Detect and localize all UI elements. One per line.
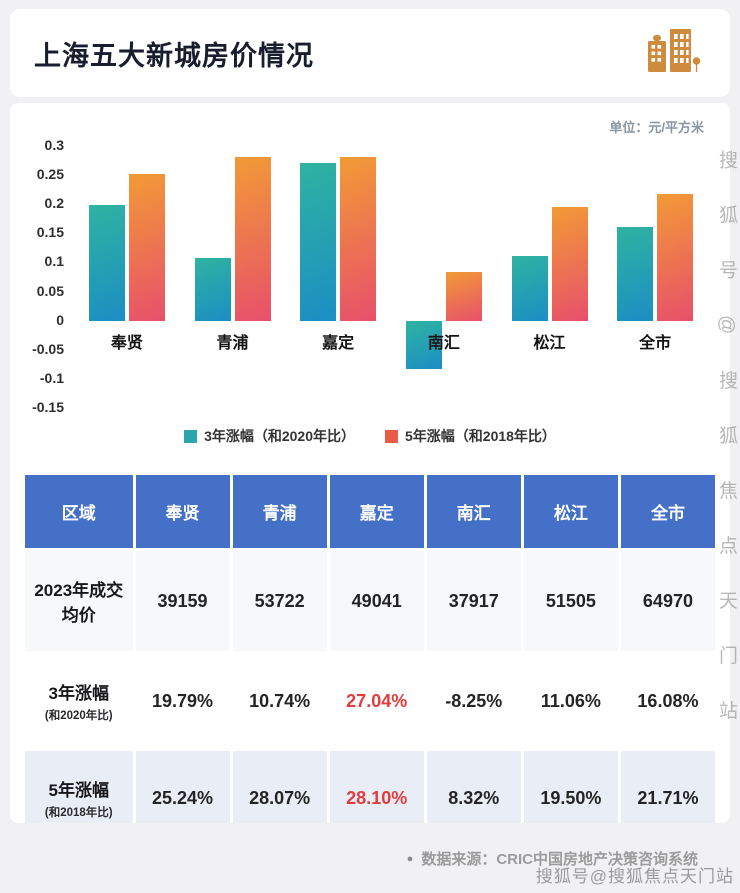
table-cell: 19.50%	[523, 751, 618, 823]
table-header-cell: 区域	[25, 475, 133, 548]
table-cell: -8.25%	[426, 654, 521, 748]
row-label: 3年涨幅 (和2020年比)	[25, 654, 133, 748]
title-card: 上海五大新城房价情况	[10, 9, 730, 97]
table-header-cell: 全市	[620, 475, 715, 548]
chart-bar	[340, 157, 377, 321]
legend-label: 3年涨幅（和2020年比）	[204, 428, 355, 444]
category-label: 奉贤	[110, 334, 143, 352]
table-cell: 28.07%	[232, 751, 327, 823]
y-axis-tick: 0.25	[36, 166, 64, 183]
chart-bar	[551, 207, 588, 321]
unit-label: 单位：元/平方米	[609, 120, 704, 135]
table-row: 3年涨幅 (和2020年比) 19.79% 10.74% 27.04% -8.25% 11.…	[25, 654, 715, 748]
chart-bar	[445, 272, 482, 321]
row-label: 5年涨幅 (和2018年比)	[25, 751, 133, 823]
data-source-footer: ● 数据来源：CRIC中国房地产决策咨询系统	[407, 848, 698, 869]
table-header-cell: 南汇	[426, 475, 521, 548]
table-cell: 16.08%	[620, 654, 715, 748]
table-row: 2023年成交均价 39159 53722 49041 37917 51505 64970	[25, 551, 715, 651]
table-cell: 21.71%	[620, 751, 715, 823]
y-axis-tick: -0.15	[32, 399, 64, 415]
category-label: 嘉定	[322, 334, 355, 352]
price-table: 区域 奉贤 青浦 嘉定 南汇 松江 全市 2023年成交均价 39159 53722 49041 3…	[22, 472, 718, 823]
page-title: 上海五大新城房价情况	[34, 40, 314, 71]
y-axis-tick: 0	[56, 311, 64, 328]
y-axis-tick: 0.2	[44, 195, 64, 212]
y-axis-tick: 0.05	[36, 282, 64, 299]
table-cell: 10.74%	[232, 654, 327, 748]
table-cell: 51505	[523, 551, 618, 651]
chart-bar	[405, 320, 442, 369]
chart-bar	[88, 205, 125, 321]
table-cell: 27.04%	[329, 654, 424, 748]
y-axis-tick: 0.1	[44, 253, 64, 270]
table-cell: 37917	[426, 551, 521, 651]
legend-swatch	[385, 429, 398, 443]
table-cell: 64970	[620, 551, 715, 651]
table-cell: 25.24%	[135, 751, 230, 823]
chart-bar	[300, 163, 337, 321]
y-axis-tick: 0.15	[36, 224, 64, 241]
legend-item: 5年涨幅（和2018年比）	[385, 426, 556, 446]
row-sublabel: (和2020年比)	[44, 710, 113, 722]
table-header-cell: 嘉定	[329, 475, 424, 548]
chart-bar	[234, 157, 271, 321]
y-axis-tick: -0.1	[39, 369, 64, 386]
table-header-cell: 奉贤	[135, 475, 230, 548]
table-cell: 39159	[135, 551, 230, 651]
category-label: 南汇	[427, 334, 460, 352]
y-axis-tick: 0.3	[44, 137, 64, 153]
table-cell: 19.79%	[135, 654, 230, 748]
table-header-row: 区域 奉贤 青浦 嘉定 南汇 松江 全市	[25, 475, 715, 548]
legend-item: 3年涨幅（和2020年比）	[184, 426, 355, 446]
table-row: 5年涨幅 (和2018年比) 25.24% 28.07% 28.10% 8.32% 19.5…	[25, 751, 715, 823]
table-cell: 53722	[232, 551, 327, 651]
chart-bar	[657, 194, 694, 321]
content-card: 单位：元/平方米 0.3 0.25 0.2 0.15 0.1 0.05 0 -0.05 -0.1…	[10, 103, 730, 823]
legend-label: 5年涨幅（和2018年比）	[405, 428, 556, 444]
chart-bar	[128, 173, 165, 321]
buildings-icon	[644, 25, 702, 82]
table-cell: 28.10%	[329, 751, 424, 823]
bar-chart: 0.3 0.25 0.2 0.15 0.1 0.05 0 -0.05 -0.1 -0.15 奉贤 青浦…	[32, 137, 708, 415]
chart-bar	[617, 227, 654, 321]
row-sublabel: (和2018年比)	[44, 807, 113, 819]
bullet-icon: ●	[406, 852, 414, 865]
table-header-cell: 青浦	[232, 475, 327, 548]
legend-swatch	[184, 429, 198, 443]
chart-bar	[511, 256, 548, 321]
y-axis-tick: -0.05	[32, 340, 64, 357]
data-source-text: 数据来源：CRIC中国房地产决策咨询系统	[421, 851, 698, 868]
category-label: 松江	[533, 334, 566, 352]
chart-bar	[194, 258, 231, 321]
table-cell: 8.32%	[426, 751, 521, 823]
chart-legend: 3年涨幅（和2020年比） 5年涨幅（和2018年比）	[10, 426, 730, 446]
category-label: 全市	[639, 334, 672, 352]
table-cell: 49041	[329, 551, 424, 651]
table-header-cell: 松江	[523, 475, 618, 548]
row-label: 2023年成交均价	[25, 551, 133, 651]
table-cell: 11.06%	[523, 654, 618, 748]
category-label: 青浦	[216, 334, 249, 352]
